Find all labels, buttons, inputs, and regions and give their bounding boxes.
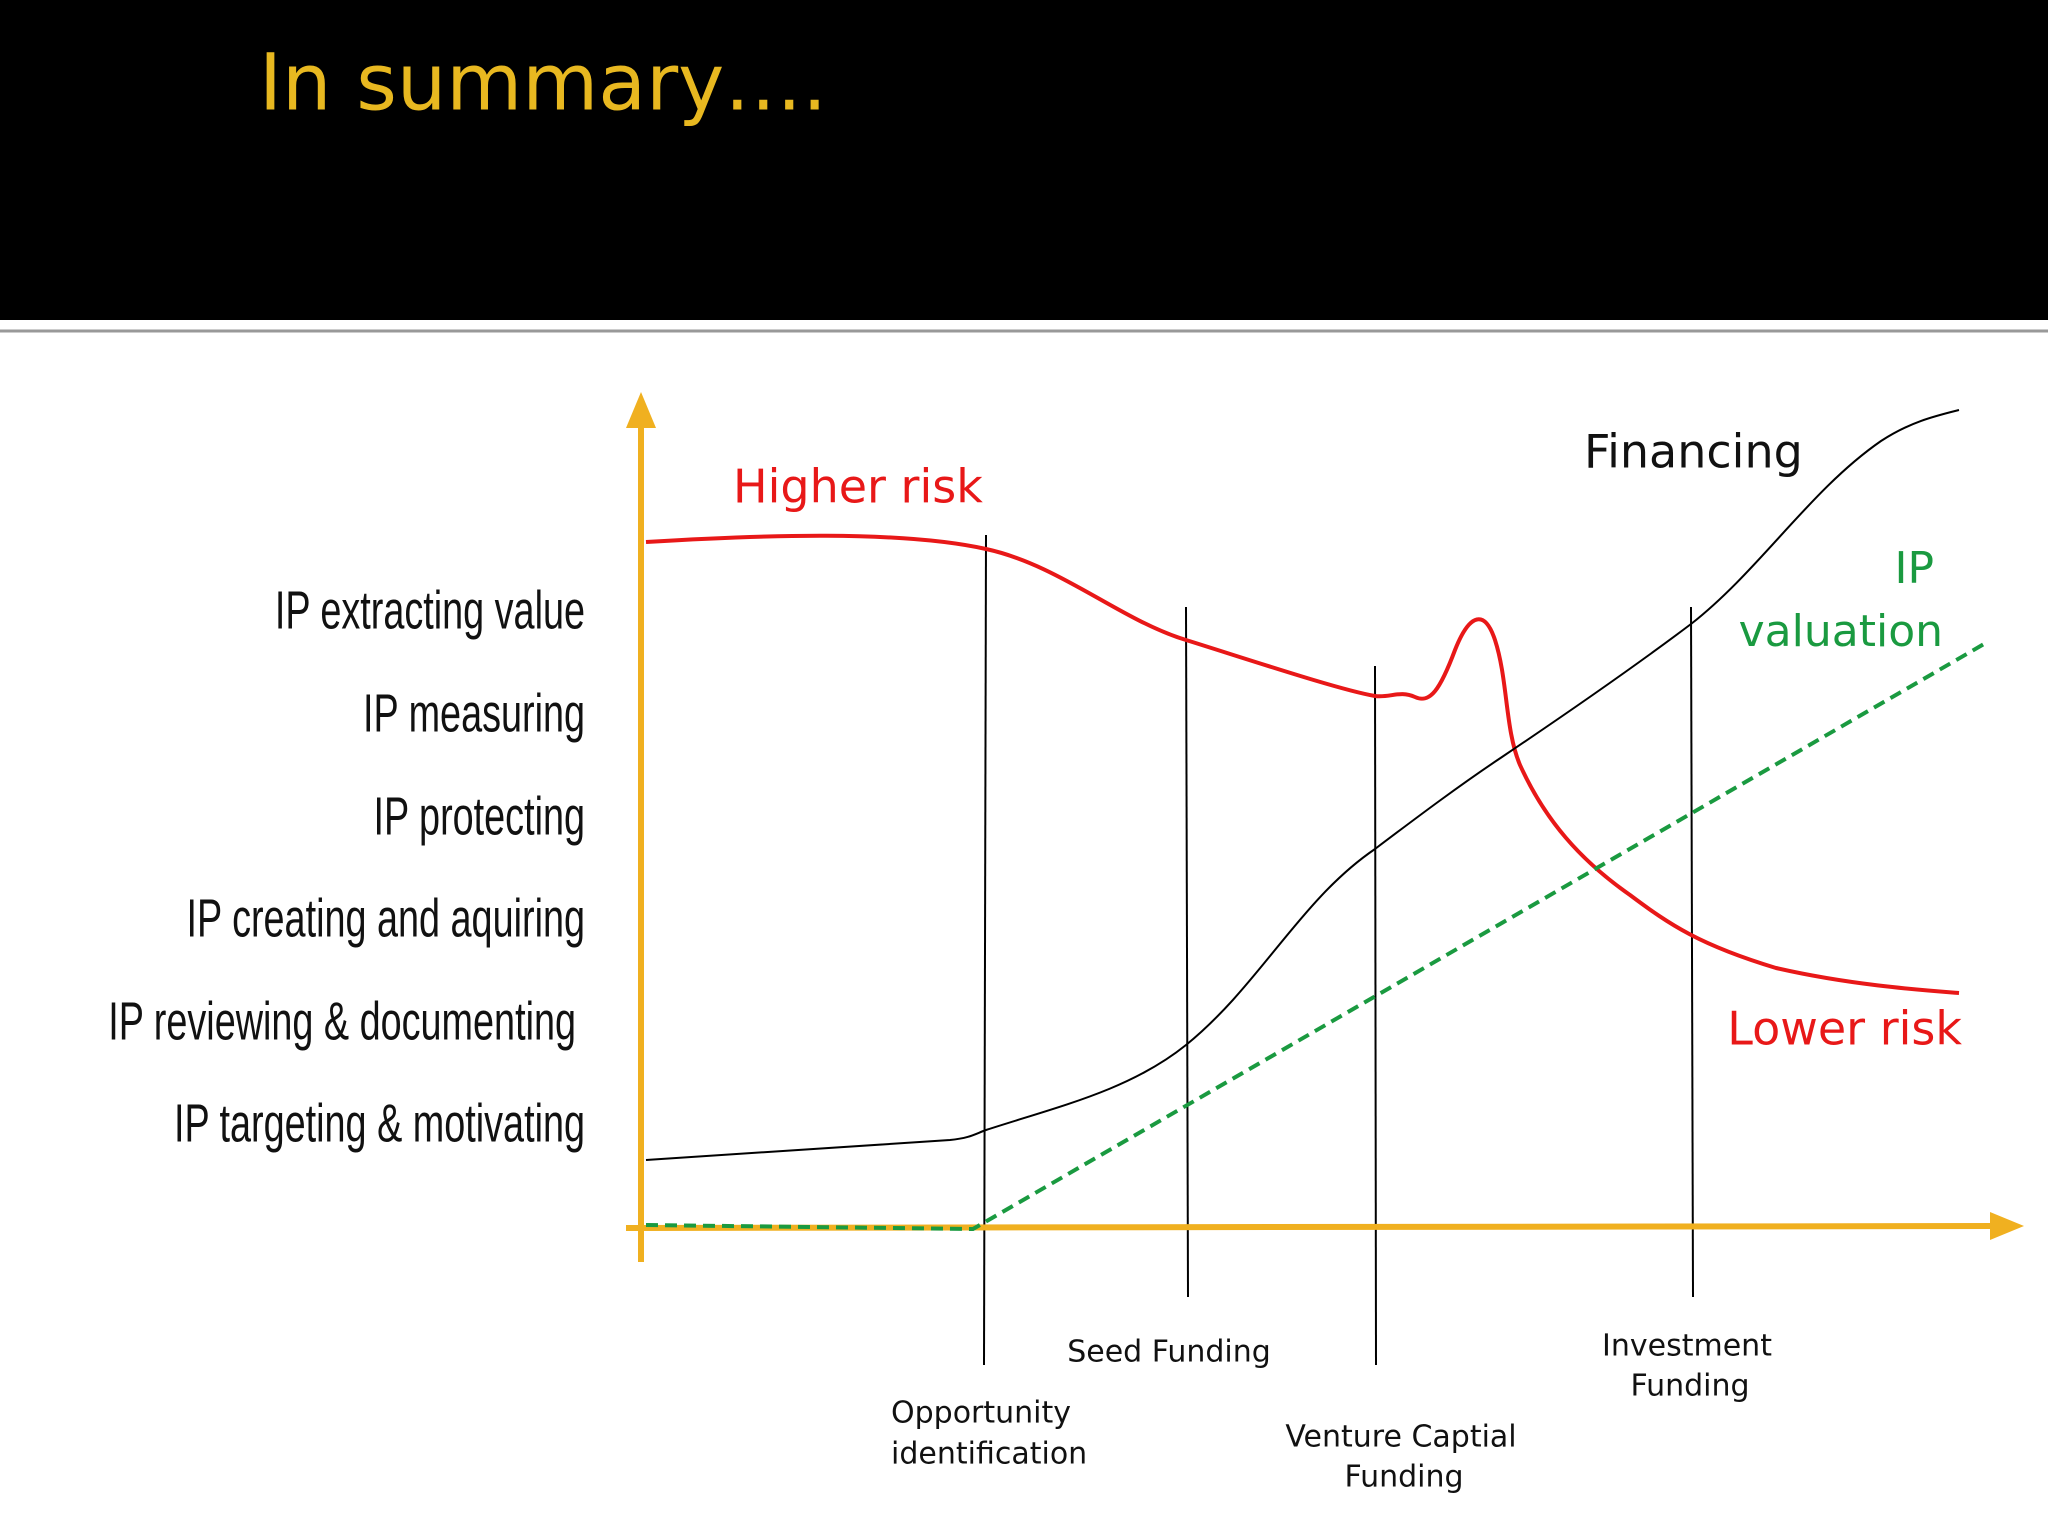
header-bar [0,0,2048,320]
ip-valuation-label: valuation [1739,606,1943,657]
stage-labels: IP extracting value IP measuring IP prot… [108,580,585,1153]
ip-valuation-label: IP [1894,543,1934,594]
stage-label: IP protecting [374,786,585,846]
milestone-line [983,534,987,1366]
lower-risk-label: Lower risk [1727,1002,1962,1056]
financing-label: Financing [1584,425,1803,479]
milestone-label: Opportunity [891,1396,1071,1431]
milestone-labels: Opportunity identification Seed Funding … [891,1329,1772,1495]
milestone-label: Funding [1344,1460,1463,1495]
y-axis-arrow [626,392,656,428]
stage-label: IP targeting & motivating [174,1093,585,1153]
stage-label: IP reviewing & documenting [108,991,576,1051]
axes [625,392,2024,1262]
stage-label: IP creating and aquiring [187,888,585,948]
higher-risk-label: Higher risk [733,460,983,514]
financing-curve [645,409,1960,1161]
milestone-label: Seed Funding [1067,1335,1271,1370]
milestone-label: identification [891,1437,1087,1472]
slide-title: In summary…. [259,38,827,128]
milestone-line [1690,606,1694,1298]
milestone-label: Investment [1602,1329,1772,1364]
valuation-line [645,642,1986,1232]
stage-label: IP extracting value [275,580,585,640]
milestone-line [1185,606,1189,1298]
milestone-lines [983,534,1694,1366]
milestone-line [1374,665,1377,1366]
milestone-label: Venture Captial [1285,1420,1516,1455]
x-axis [625,1223,1997,1231]
x-axis-arrow [1990,1212,2024,1240]
stage-label: IP measuring [363,683,585,743]
risk-curve [645,533,1960,995]
milestone-label: Funding [1630,1369,1749,1404]
